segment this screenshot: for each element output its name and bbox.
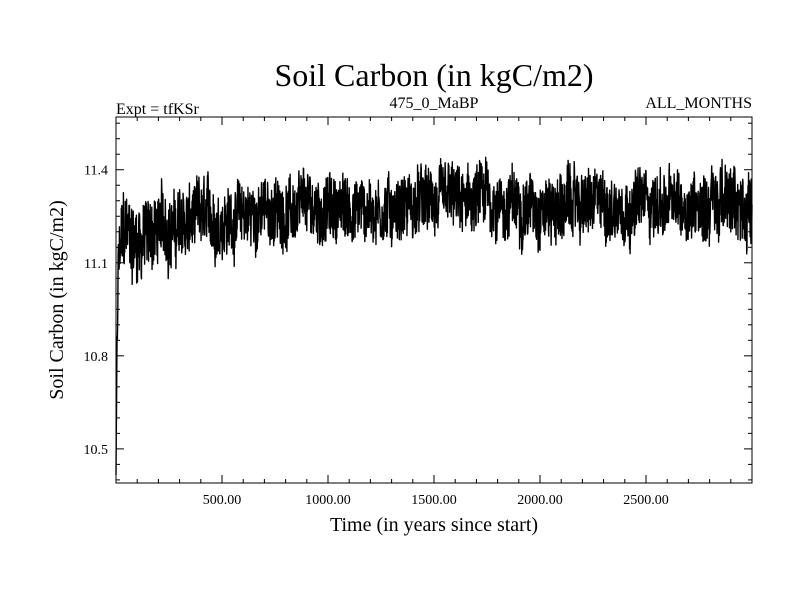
plot-frame	[115, 116, 753, 484]
y-axis: 10.5 10.8 11.1 11.4	[84, 122, 752, 481]
subtitle-period: 475_0_MaBP	[390, 95, 479, 112]
y-tick-label: 11.4	[84, 164, 108, 179]
chart-title: Soil Carbon (in kgC/m2)	[274, 57, 593, 93]
subtitle-months: ALL_MONTHS	[645, 95, 752, 112]
subtitle-experiment: Expt = tfKSr	[116, 101, 199, 118]
y-axis-label: Soil Carbon (in kgC/m2)	[46, 200, 68, 399]
x-tick-label: 1000.00	[305, 493, 351, 508]
x-tick-label: 500.00	[203, 493, 242, 508]
y-tick-label: 11.1	[84, 257, 108, 272]
y-tick-label: 10.5	[84, 443, 109, 458]
x-axis-label: Time (in years since start)	[330, 514, 538, 536]
series-layer	[115, 156, 753, 475]
series-line-soil-carbon	[115, 156, 753, 475]
x-tick-label: 2500.00	[623, 493, 669, 508]
x-tick-label: 2000.00	[517, 493, 563, 508]
y-tick-label: 10.8	[84, 350, 109, 365]
x-tick-label: 1500.00	[411, 493, 457, 508]
x-axis: 500.00 1000.00 1500.00 2000.00 2500.00	[136, 117, 732, 508]
